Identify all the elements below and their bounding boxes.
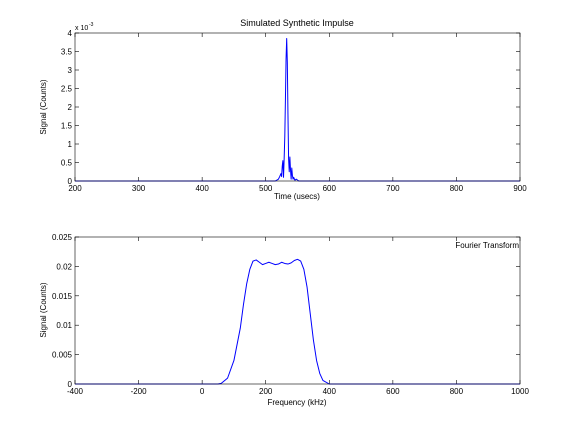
fourier-y-tick-label-1: 0.005 <box>52 351 73 360</box>
impulse-y-tick-label-4: 2 <box>68 103 73 112</box>
impulse-y-tick-label-7: 3.5 <box>61 48 73 57</box>
fourier-axes-box <box>74 236 521 385</box>
fourier-x-tick-label-1: -200 <box>131 387 148 396</box>
fourier-series-line-0 <box>75 258 520 385</box>
fourier-x-tick-label-5: 600 <box>386 387 400 396</box>
impulse-x-axis-label: Time (usecs) <box>274 192 320 201</box>
fourier-x-ticks: -400 -200 0 200 400 600 800 1000 <box>67 237 529 396</box>
impulse-x-ticks: 200 300 400 500 600 700 800 900 <box>68 33 527 193</box>
impulse-y-tick-label-3: 1.5 <box>61 122 73 131</box>
impulse-y-axis-label: Signal (Counts) <box>39 79 48 134</box>
impulse-y-exponent-power: -3 <box>89 22 94 28</box>
fourier-legend-label: Fourier Transform <box>455 241 519 250</box>
fourier-y-tick-label-5: 0.025 <box>52 233 73 242</box>
impulse-x-tick-label-5: 700 <box>386 184 400 193</box>
impulse-axes-box <box>74 32 521 182</box>
impulse-chart-title: Simulated Synthetic Impulse <box>240 18 354 28</box>
fourier-x-axis-label: Frequency (kHz) <box>267 398 326 407</box>
fourier-chart: -400 -200 0 200 400 600 800 1000 0 0.005 0.01 0.01… <box>39 233 529 407</box>
fourier-y-tick-label-0: 0 <box>68 380 73 389</box>
impulse-x-tick-label-0: 200 <box>68 184 82 193</box>
impulse-y-tick-label-8: 4 <box>68 29 73 38</box>
impulse-y-tick-label-1: 0.5 <box>61 159 73 168</box>
fourier-y-axis-label: Signal (Counts) <box>39 282 48 337</box>
impulse-series-line-0 <box>75 38 520 182</box>
fourier-x-tick-label-4: 400 <box>323 387 337 396</box>
impulse-y-tick-label-0: 0 <box>68 177 73 186</box>
fourier-x-tick-label-7: 1000 <box>511 387 529 396</box>
fourier-y-tick-label-4: 0.02 <box>56 262 72 271</box>
impulse-y-tick-label-2: 1 <box>68 140 73 149</box>
impulse-x-tick-label-7: 900 <box>513 184 527 193</box>
fourier-x-tick-label-6: 800 <box>450 387 464 396</box>
fourier-x-tick-label-3: 200 <box>259 387 273 396</box>
fourier-y-tick-label-3: 0.015 <box>52 292 73 301</box>
fourier-y-tick-label-2: 0.01 <box>56 321 72 330</box>
impulse-y-tick-label-6: 3 <box>68 66 73 75</box>
impulse-chart: Simulated Synthetic Impulse x 10 -3 200 3… <box>39 18 527 201</box>
fourier-x-tick-label-0: -400 <box>67 387 84 396</box>
impulse-x-tick-label-2: 400 <box>195 184 209 193</box>
fourier-x-tick-label-2: 0 <box>200 387 205 396</box>
impulse-y-ticks: 0 0.5 1 1.5 2 2.5 3 3.5 4 <box>61 29 520 186</box>
impulse-x-tick-label-3: 500 <box>259 184 273 193</box>
impulse-series-group <box>75 38 520 182</box>
fourier-y-ticks: 0 0.005 0.01 0.015 0.02 0.025 <box>52 233 520 389</box>
impulse-x-tick-label-1: 300 <box>132 184 146 193</box>
impulse-x-tick-label-6: 800 <box>450 184 464 193</box>
impulse-y-tick-label-5: 2.5 <box>61 85 73 94</box>
fourier-series-group <box>75 258 520 385</box>
impulse-x-tick-label-4: 600 <box>323 184 337 193</box>
impulse-y-exponent-base: x 10 <box>75 25 88 32</box>
